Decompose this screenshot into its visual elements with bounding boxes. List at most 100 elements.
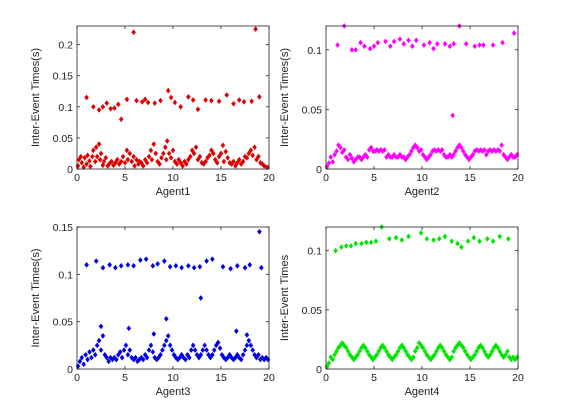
data-point	[341, 147, 347, 153]
data-point	[174, 161, 180, 167]
data-point	[441, 348, 447, 355]
data-point	[181, 354, 186, 361]
data-point	[151, 141, 157, 148]
data-point	[160, 347, 165, 353]
data-point	[127, 150, 133, 157]
data-point	[85, 356, 90, 363]
data-point	[81, 361, 87, 368]
data-point	[406, 233, 411, 240]
data-point	[190, 342, 196, 349]
data-point	[347, 151, 353, 158]
data-point	[100, 332, 106, 339]
data-point	[234, 328, 239, 335]
data-point	[131, 29, 136, 36]
data-point	[158, 351, 163, 358]
data-point	[124, 96, 130, 103]
data-point	[506, 235, 511, 242]
plot-frame	[325, 25, 519, 170]
y-axis-label: Inter-Event Times	[279, 254, 291, 341]
data-point	[88, 163, 93, 170]
data-point	[202, 342, 208, 349]
data-point	[114, 356, 119, 363]
data-point	[357, 348, 362, 355]
data-point	[431, 237, 436, 243]
data-point	[246, 337, 252, 344]
data-point	[223, 148, 229, 155]
data-point	[326, 160, 332, 166]
data-point	[144, 159, 150, 166]
data-point	[220, 263, 226, 270]
series-points	[324, 224, 520, 370]
data-point	[412, 348, 418, 355]
data-point	[442, 40, 448, 47]
data-point	[338, 144, 343, 151]
subplot-2: 0 5 10 15 20 0 0.05 0.1 Agent2 Inter-Event Times(…	[279, 23, 524, 198]
data-point	[151, 331, 157, 337]
data-point	[93, 258, 99, 265]
data-point	[85, 152, 90, 159]
data-point	[471, 234, 477, 241]
data-point	[93, 144, 99, 151]
data-point	[460, 148, 466, 155]
series-points	[75, 26, 270, 171]
data-point	[138, 257, 143, 264]
data-point	[172, 99, 178, 106]
data-point	[197, 263, 203, 270]
data-point	[121, 347, 127, 353]
x-tick-label: 10	[416, 372, 428, 384]
data-point	[152, 354, 158, 361]
data-point	[195, 106, 201, 113]
data-point	[87, 349, 92, 355]
data-point	[410, 43, 415, 50]
data-point	[108, 105, 113, 112]
data-point	[401, 40, 407, 47]
data-point	[132, 162, 137, 169]
data-point	[248, 342, 254, 349]
data-point	[113, 264, 118, 271]
data-point	[363, 344, 368, 351]
data-point	[242, 347, 248, 353]
data-point	[384, 348, 389, 355]
data-point	[112, 354, 117, 361]
data-point	[439, 147, 445, 153]
data-point	[120, 153, 126, 160]
x-tick-label: 15	[215, 372, 227, 384]
x-axis-label: Agent2	[405, 186, 440, 198]
y-axis-label: Inter-Event Times(s)	[30, 248, 42, 347]
data-point	[477, 238, 482, 245]
data-point	[470, 151, 476, 158]
data-point	[472, 43, 478, 50]
data-point	[439, 344, 445, 351]
data-point	[153, 150, 159, 157]
data-point	[90, 147, 96, 154]
data-point	[204, 347, 209, 353]
data-point	[155, 260, 160, 267]
data-point	[248, 147, 254, 154]
data-point	[374, 351, 380, 358]
data-point	[221, 158, 227, 165]
y-tick-label: 0.05	[302, 104, 323, 116]
data-point	[79, 354, 85, 361]
data-point	[393, 351, 399, 358]
data-point	[98, 150, 104, 157]
data-point	[364, 348, 370, 355]
data-point	[387, 43, 393, 50]
data-point	[78, 153, 84, 160]
data-point	[339, 244, 344, 251]
plot-frame	[76, 226, 270, 370]
data-point	[148, 147, 154, 154]
data-point	[463, 40, 469, 47]
data-point	[332, 351, 337, 358]
data-point	[119, 354, 125, 361]
data-point	[162, 144, 168, 151]
data-point	[229, 354, 234, 361]
subplot-1: 0 5 10 15 20 0 0.05 0.1 0.15 0.2 Agent1 Inter-Event…	[30, 25, 275, 198]
data-point	[96, 107, 102, 113]
data-point	[96, 337, 102, 344]
data-point	[234, 262, 240, 269]
data-point	[447, 43, 453, 50]
data-point	[145, 99, 151, 106]
data-point	[203, 158, 208, 165]
data-point	[218, 150, 224, 157]
x-tick-label: 10	[167, 172, 179, 184]
